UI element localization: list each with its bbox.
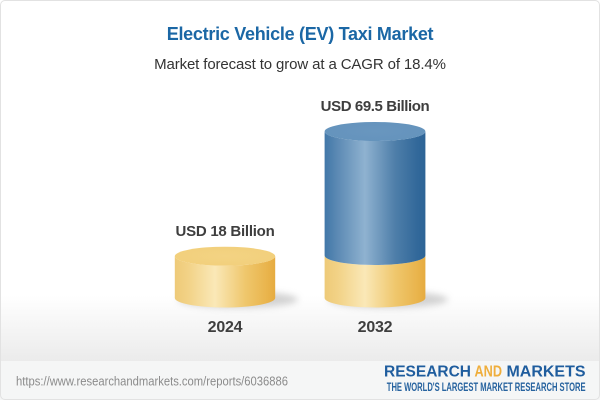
svg-text:THE WORLD'S LARGEST MARKET RES: THE WORLD'S LARGEST MARKET RESEARCH STOR… xyxy=(387,382,586,394)
svg-text:MARKETS: MARKETS xyxy=(507,364,586,381)
svg-text:AND: AND xyxy=(475,364,503,381)
svg-text:RESEARCH: RESEARCH xyxy=(384,364,471,381)
svg-text:https://www.researchandmarkets: https://www.researchandmarkets.com/repor… xyxy=(16,373,288,388)
